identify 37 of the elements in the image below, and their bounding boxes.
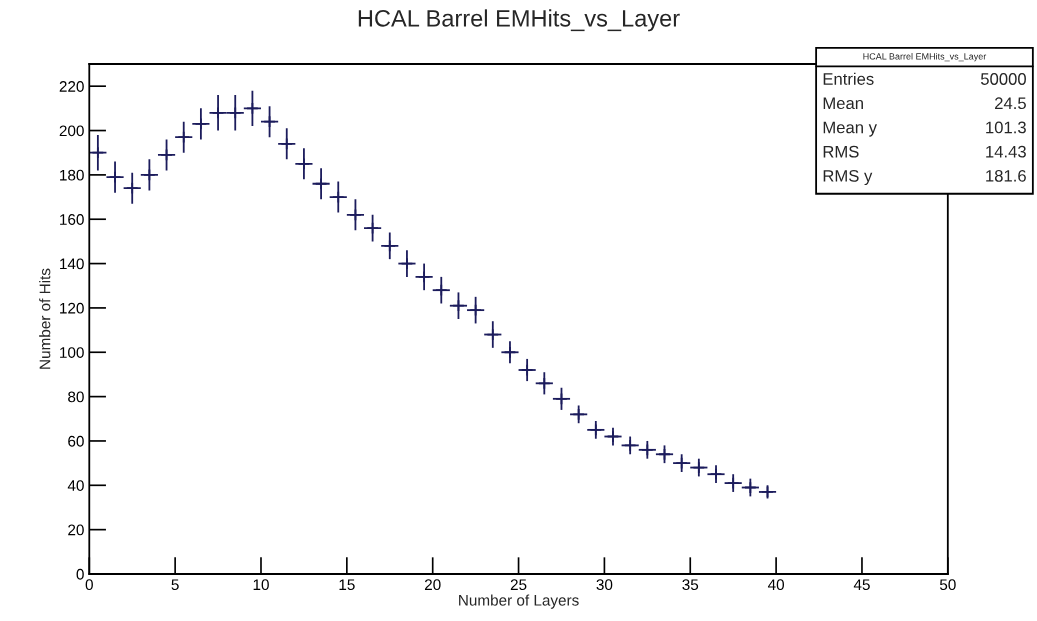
y-axis-title: Number of Hits [39,268,51,369]
x-tick-label: 15 [339,579,355,591]
text: HCAL Barrel EMHits_vs_Layer [863,52,987,62]
x-tick-label: 30 [596,579,613,591]
text: 24.5 [995,97,1026,110]
annotation: RMS y [823,169,873,186]
y-tick-label: 220 [59,81,84,92]
x-tick-label: 45 [853,579,870,591]
x-tick-label: 20 [424,579,441,591]
x-tick-label: 50 [939,579,956,591]
x-tick-label: 10 [253,579,269,591]
text: 50000 [980,73,1026,85]
x-axis-title: Number of Layers [459,594,579,609]
y-tick-label: 200 [59,125,84,137]
y-tick-label: 0 [76,568,84,580]
text: 14.43 [986,145,1026,158]
y-tick-label: 120 [60,302,84,314]
x-tick-label: 0 [85,579,93,591]
x-tick-label: 25 [510,579,527,591]
x-tick-label: 5 [171,579,179,591]
annotation: Mean y [823,121,877,137]
annotation: Mean [823,97,863,110]
annotation: Entries [823,72,874,85]
annotation: RMS [823,145,859,158]
text: 181.6 [986,169,1026,182]
chart-title: HCAL Barrel EMHits_vs_Layer [358,9,680,32]
y-tick-label: 20 [68,524,84,536]
x-tick-label: 40 [767,579,785,591]
y-tick-label: 180 [60,169,84,181]
y-tick-label: 140 [60,258,84,270]
y-tick-label: 160 [60,214,84,225]
text: 101.3 [986,121,1026,134]
y-tick-label: 60 [68,435,84,447]
y-tick-label: 100 [60,347,84,358]
x-tick-label: 35 [682,579,699,591]
y-tick-label: 40 [67,480,84,491]
y-tick-label: 80 [68,391,84,403]
